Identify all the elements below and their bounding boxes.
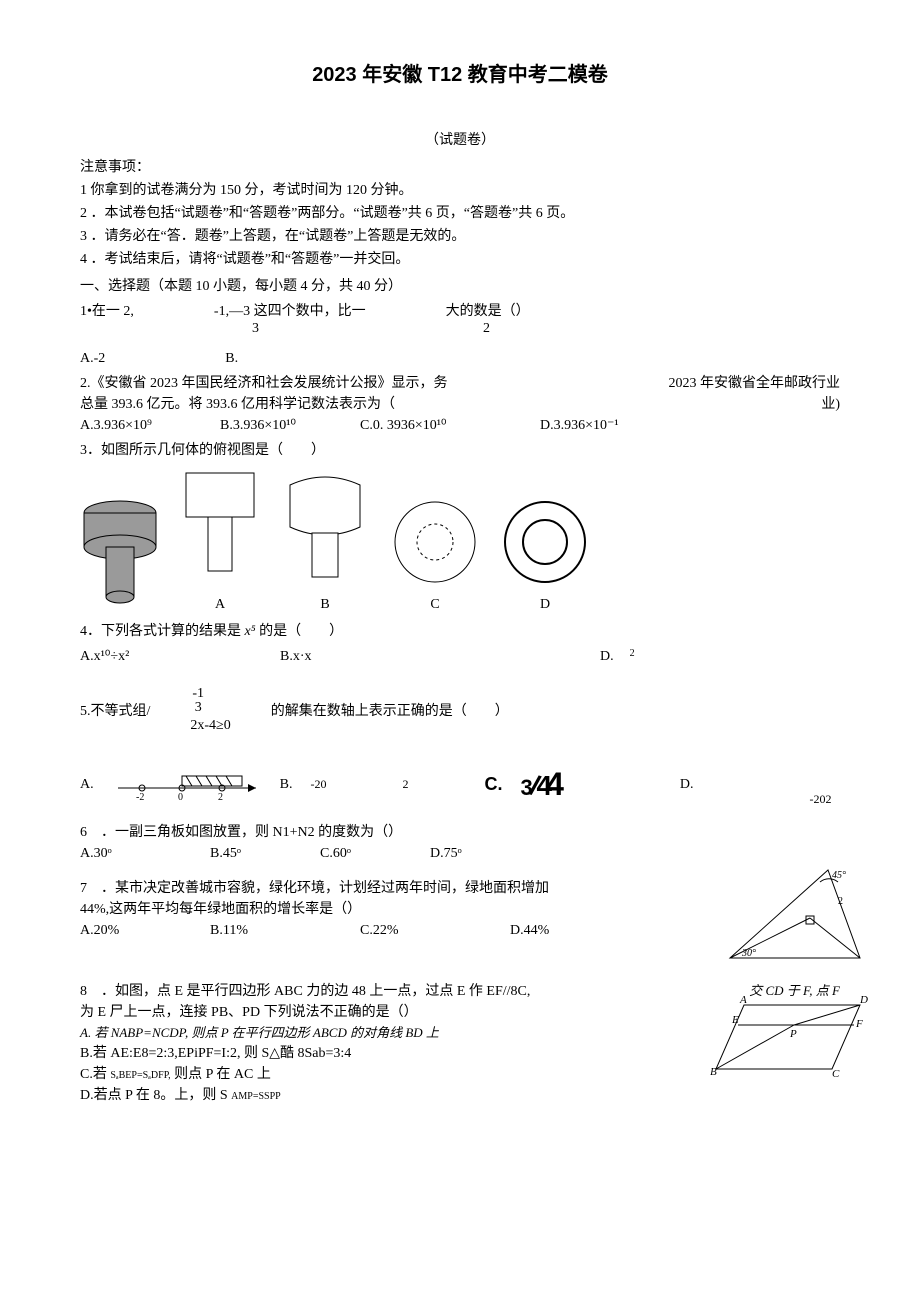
question-7: 7 ．某市决定改善城市容貌，绿化环境，计划经过两年时间，绿地面积增加 44%,这… xyxy=(80,878,840,941)
q8-option-d-a: D.若点 P 在 8。上，则 S xyxy=(80,1088,228,1103)
q2-line2-left: 总量 393.6 亿元。将 393.6 亿用科学记数法表示为（ xyxy=(80,394,395,415)
q3-stem: 3．如图所示几何体的俯视图是（ ） xyxy=(80,440,840,461)
question-3: 3．如图所示几何体的俯视图是（ ） A B xyxy=(80,440,840,615)
svg-text:F: F xyxy=(855,1018,863,1030)
q2-line1-left: 2.《安徽省 2023 年国民经济和社会发展统计公报》显示，务 xyxy=(80,373,448,394)
instructions-block: 注意事项： 1 你拿到的试卷满分为 150 分，考试时间为 120 分钟。 2 … xyxy=(80,157,840,270)
svg-text:2: 2 xyxy=(838,896,843,907)
q8-parallelogram-icon: A D B C E F P xyxy=(710,991,870,1081)
q3-label-a: A xyxy=(180,594,260,615)
svg-text:A: A xyxy=(739,994,747,1006)
paper-subtitle: （试题卷） xyxy=(80,130,840,151)
svg-text:C: C xyxy=(832,1068,840,1080)
q2-option-b: B.3.936×10¹⁰ xyxy=(220,415,360,436)
q4-variable: x⁵ xyxy=(245,624,256,639)
q6-option-b: B.45ᵒ xyxy=(210,843,320,864)
q3-label-d: D xyxy=(500,594,590,615)
q2-option-d: D.3.936×10⁻¹ xyxy=(540,415,619,436)
q3-label-c: C xyxy=(390,594,480,615)
q6-stem: 6 ．一副三角板如图放置，则 N1+N2 的度数为（） xyxy=(80,822,840,843)
q1-fraction-2: 2 xyxy=(481,322,492,336)
q1-stem-a: 1•在一 2, xyxy=(80,301,134,322)
page-title: 2023 年安徽 T12 教育中考二模卷 xyxy=(80,60,840,90)
q4-option-b: B.x·x xyxy=(280,646,540,667)
q6-option-a: A.30ᵒ xyxy=(80,843,210,864)
q5-option-a-label: A. xyxy=(80,774,94,795)
q5-stem-a: 5.不等式组/ xyxy=(80,701,150,722)
svg-text:0: 0 xyxy=(178,792,183,802)
q1-option-b: B. xyxy=(225,348,238,369)
q4-stem-a: 4．下列各式计算的结果是 xyxy=(80,624,241,639)
q3-solid-icon xyxy=(80,495,160,615)
q2-option-c: C.0. 3936×10¹⁰ xyxy=(360,415,540,436)
q5-option-c-label: C. xyxy=(484,771,502,798)
q1-fraction-1: 3 xyxy=(250,322,261,336)
svg-text:2: 2 xyxy=(218,792,223,802)
q7-option-d: D.44% xyxy=(510,920,549,941)
q3-label-b: B xyxy=(280,594,370,615)
q5-option-b-text2: 2 xyxy=(402,775,408,793)
question-5: 5.不等式组/ -1 3 2x-4≥0 的解集在数轴上表示正确的是（ ） A. xyxy=(80,687,840,808)
q5-brace-bottom: 2x-4≥0 xyxy=(190,718,230,733)
instructions-heading: 注意事项： xyxy=(80,157,840,178)
q2-option-a: A.3.936×10⁹ xyxy=(80,415,220,436)
q1-option-a: A.-2 xyxy=(80,348,105,369)
q4-stem-b: 的是（ ） xyxy=(259,624,343,639)
svg-text:-2: -2 xyxy=(136,792,144,802)
q5-option-b-label: B. xyxy=(280,774,293,795)
svg-text:30°: 30° xyxy=(741,948,756,959)
q8-line1-left: 8 ．如图，点 E 是平行四边形 ABC 力的边 48 上一点，过点 E 作 E… xyxy=(80,981,530,1002)
q5-option-d-label: D. xyxy=(680,774,694,795)
q7-option-a: A.20% xyxy=(80,920,210,941)
q7-option-c: C.22% xyxy=(360,920,510,941)
svg-text:E: E xyxy=(731,1014,739,1026)
svg-text:45°: 45° xyxy=(832,870,846,881)
q8-option-c-sub: SₐBEP=SₐDFP, xyxy=(110,1070,170,1081)
q3-option-c-icon xyxy=(390,497,480,587)
instruction-line: 3 ．请务必在“答．题卷”上答题，在“试题卷”上答题是无效的。 xyxy=(80,226,840,247)
q6-option-d: D.75ᵒ xyxy=(430,843,462,864)
q2-line1-right: 2023 年安徽省全年邮政行业 xyxy=(669,373,841,394)
q3-option-d-icon xyxy=(500,497,590,587)
question-1: 1•在一 2, -1,—3 这四个数中，比一 大的数是（） 3 2 A.-2 B… xyxy=(80,301,840,369)
q2-line2-right: 业) xyxy=(821,394,840,415)
q5-stem-b: 的解集在数轴上表示正确的是（ ） xyxy=(271,701,509,722)
question-4: 4．下列各式计算的结果是 x⁵ 的是（ ） A.x¹⁰÷x² B.x·x D. … xyxy=(80,621,840,667)
q5-option-b-text: -20 xyxy=(310,775,326,793)
svg-text:B: B xyxy=(710,1066,717,1078)
q4-option-d-label: D. xyxy=(600,646,614,667)
q1-stem-c: 大的数是（） xyxy=(446,301,530,322)
q5-option-a-numberline-icon: -2 0 2 xyxy=(112,766,262,802)
svg-text:D: D xyxy=(859,994,868,1006)
q5-brace-top: -1 3 xyxy=(190,687,206,715)
section-1-header: 一、选择题（本题 10 小题，每小题 4 分，共 40 分） xyxy=(80,276,840,297)
instruction-line: 1 你拿到的试卷满分为 150 分，考试时间为 120 分钟。 xyxy=(80,180,840,201)
q4-option-d-exp: 2 xyxy=(630,646,635,661)
svg-text:P: P xyxy=(789,1028,797,1040)
question-8: 8 ．如图，点 E 是平行四边形 ABC 力的边 48 上一点，过点 E 作 E… xyxy=(80,981,840,1106)
q3-option-b-icon xyxy=(280,467,370,587)
q1-stem-b: -1,—3 这四个数中，比一 xyxy=(214,301,366,322)
q5-option-d-text: -202 xyxy=(810,790,832,808)
q8-option-c-a: C.若 xyxy=(80,1067,110,1082)
q6-triangle-icon: 45° 30° 2 xyxy=(720,858,870,968)
q7-option-b: B.11% xyxy=(210,920,360,941)
instruction-line: 4 ．考试结束后，请将“试题卷”和“答题卷”一并交回。 xyxy=(80,249,840,270)
q4-option-a: A.x¹⁰÷x² xyxy=(80,646,280,667)
instruction-line: 2 ．本试卷包括“试题卷”和“答题卷”两部分。“试题卷”共 6 页，“答题卷”共… xyxy=(80,203,840,224)
q3-option-a-icon xyxy=(180,467,260,587)
q8-option-c-b: 则点 P 在 AC 上 xyxy=(174,1067,271,1082)
q6-option-c: C.60ᵒ xyxy=(320,843,430,864)
q5-option-c-big: 4 xyxy=(546,760,564,808)
q8-option-d-sub: AMP=SSPP xyxy=(231,1091,281,1102)
question-2: 2.《安徽省 2023 年国民经济和社会发展统计公报》显示，务 2023 年安徽… xyxy=(80,373,840,436)
